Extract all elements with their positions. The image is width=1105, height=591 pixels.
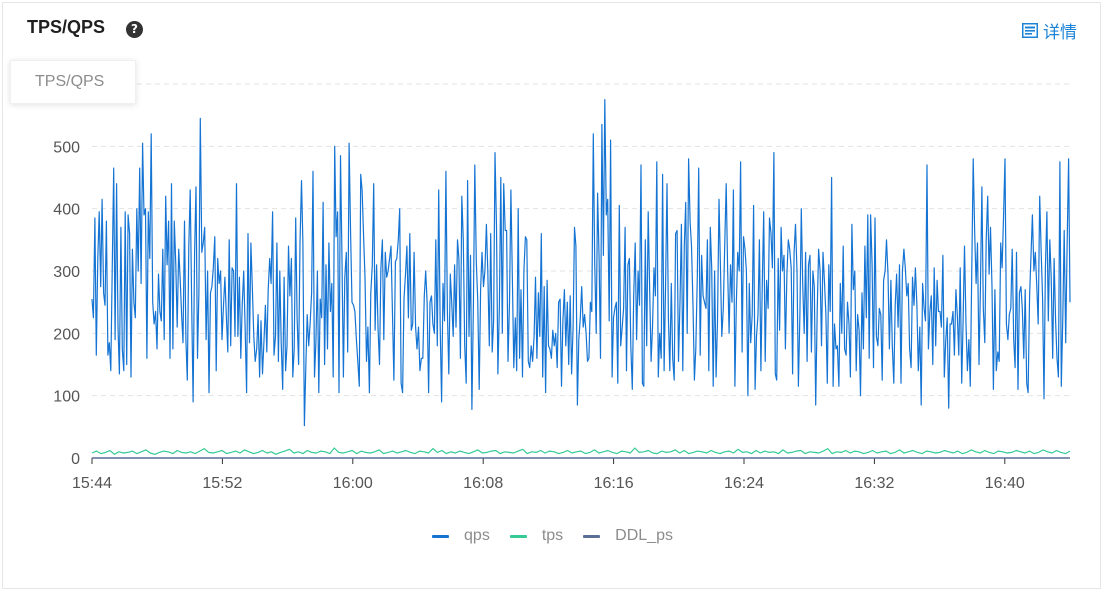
legend-item-tps[interactable]: tps xyxy=(509,527,564,545)
detail-panel-icon xyxy=(1022,23,1038,38)
title-tooltip: TPS/QPS xyxy=(10,60,136,104)
y-tick-label-5: 500 xyxy=(53,139,80,156)
page-title: TPS/QPS xyxy=(27,17,106,37)
detail-label: 详情 xyxy=(1043,23,1077,42)
y-tick-label-1: 100 xyxy=(53,389,80,406)
legend-item-qps[interactable]: qps xyxy=(432,527,490,545)
x-tick-label-7: 16:40 xyxy=(985,475,1025,492)
y-tick-label-2: 200 xyxy=(53,326,80,343)
x-tick-label-6: 16:32 xyxy=(854,475,894,492)
tooltip-text: TPS/QPS xyxy=(35,73,105,90)
legend-label: tps xyxy=(541,527,564,544)
x-tick-label-4: 16:16 xyxy=(594,475,634,492)
x-tick-label-1: 15:52 xyxy=(202,475,242,492)
legend-swatch xyxy=(432,534,450,538)
legend-swatch xyxy=(583,534,601,538)
series-line-qps xyxy=(91,98,1071,427)
legend-item-DDL_ps[interactable]: DDL_ps xyxy=(583,527,673,545)
question-circle-icon[interactable]: ? xyxy=(126,21,143,38)
y-tick-label-3: 300 xyxy=(53,264,80,281)
series-line-tps xyxy=(91,447,1071,455)
x-tick-label-0: 15:44 xyxy=(72,475,112,492)
legend-swatch xyxy=(509,534,527,538)
y-tick-label-0: 0 xyxy=(71,451,80,468)
x-tick-label-5: 16:24 xyxy=(724,475,764,492)
y-tick-label-4: 400 xyxy=(53,202,80,219)
chart-legend: qps tps DDL_ps xyxy=(0,527,1105,545)
legend-label: DDL_ps xyxy=(615,527,673,544)
detail-button[interactable]: 详情 xyxy=(1022,18,1077,43)
legend-label: qps xyxy=(464,527,490,544)
x-tick-label-3: 16:08 xyxy=(463,475,503,492)
x-tick-label-2: 16:00 xyxy=(333,475,373,492)
